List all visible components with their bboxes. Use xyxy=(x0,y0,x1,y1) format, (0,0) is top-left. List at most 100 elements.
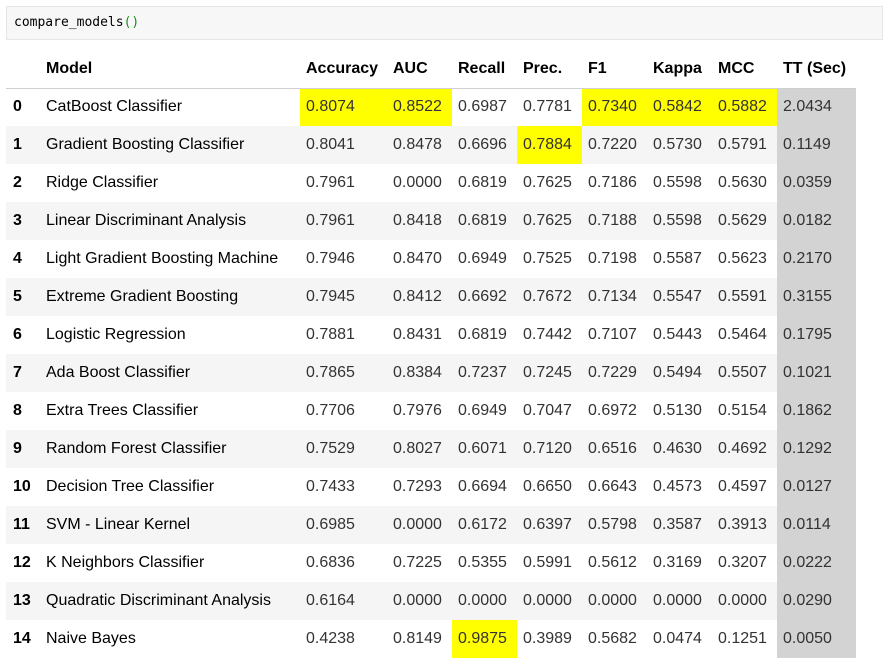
prec-cell: 0.7781 xyxy=(517,88,582,126)
prec-cell: 0.7625 xyxy=(517,164,582,202)
header-kappa: Kappa xyxy=(647,50,712,89)
tt-cell: 0.1795 xyxy=(777,316,856,354)
f1-cell: 0.6643 xyxy=(582,468,647,506)
model-name-cell: K Neighbors Classifier xyxy=(44,544,300,582)
row-index: 14 xyxy=(6,620,44,658)
accuracy-cell: 0.8041 xyxy=(300,126,387,164)
kappa-cell: 0.4630 xyxy=(647,430,712,468)
table-row: 11 SVM - Linear Kernel 0.6985 0.0000 0.6172 0… xyxy=(6,506,856,544)
row-index: 3 xyxy=(6,202,44,240)
mcc-cell: 0.5630 xyxy=(712,164,777,202)
table-row: 1 Gradient Boosting Classifier 0.8041 0.847… xyxy=(6,126,856,164)
tt-cell: 0.0182 xyxy=(777,202,856,240)
recall-cell: 0.6071 xyxy=(452,430,517,468)
auc-cell: 0.8522 xyxy=(387,88,452,126)
table-row: 6 Logistic Regression 0.7881 0.8431 0.6819 0.… xyxy=(6,316,856,354)
header-prec: Prec. xyxy=(517,50,582,89)
model-name-cell: Ada Boost Classifier xyxy=(44,354,300,392)
prec-cell: 0.6397 xyxy=(517,506,582,544)
recall-cell: 0.6819 xyxy=(452,202,517,240)
kappa-cell: 0.5494 xyxy=(647,354,712,392)
auc-cell: 0.7293 xyxy=(387,468,452,506)
auc-cell: 0.8478 xyxy=(387,126,452,164)
prec-cell: 0.5991 xyxy=(517,544,582,582)
model-name-cell: Linear Discriminant Analysis xyxy=(44,202,300,240)
model-name-cell: Gradient Boosting Classifier xyxy=(44,126,300,164)
accuracy-cell: 0.7945 xyxy=(300,278,387,316)
header-recall: Recall xyxy=(452,50,517,89)
kappa-cell: 0.5730 xyxy=(647,126,712,164)
accuracy-cell: 0.6836 xyxy=(300,544,387,582)
model-name-cell: Naive Bayes xyxy=(44,620,300,658)
code-open-paren: ( xyxy=(123,15,132,30)
header-index xyxy=(6,50,44,89)
mcc-cell: 0.5882 xyxy=(712,88,777,126)
accuracy-cell: 0.7865 xyxy=(300,354,387,392)
model-name-cell: Random Forest Classifier xyxy=(44,430,300,468)
table-row: 4 Light Gradient Boosting Machine 0.7946 0.… xyxy=(6,240,856,278)
f1-cell: 0.7340 xyxy=(582,88,647,126)
table-row: 12 K Neighbors Classifier 0.6836 0.7225 0.53… xyxy=(6,544,856,582)
mcc-cell: 0.5154 xyxy=(712,392,777,430)
mcc-cell: 0.4692 xyxy=(712,430,777,468)
prec-cell: 0.7672 xyxy=(517,278,582,316)
f1-cell: 0.6516 xyxy=(582,430,647,468)
accuracy-cell: 0.6985 xyxy=(300,506,387,544)
f1-cell: 0.5798 xyxy=(582,506,647,544)
auc-cell: 0.8431 xyxy=(387,316,452,354)
tt-cell: 0.1149 xyxy=(777,126,856,164)
f1-cell: 0.7107 xyxy=(582,316,647,354)
f1-cell: 0.6972 xyxy=(582,392,647,430)
auc-cell: 0.8027 xyxy=(387,430,452,468)
mcc-cell: 0.5623 xyxy=(712,240,777,278)
accuracy-cell: 0.7529 xyxy=(300,430,387,468)
tt-cell: 0.0050 xyxy=(777,620,856,658)
table-row: 0 CatBoost Classifier 0.8074 0.8522 0.6987 0.… xyxy=(6,88,856,126)
table-row: 5 Extreme Gradient Boosting 0.7945 0.8412 0.… xyxy=(6,278,856,316)
prec-cell: 0.7245 xyxy=(517,354,582,392)
tt-cell: 0.0290 xyxy=(777,582,856,620)
model-name-cell: Decision Tree Classifier xyxy=(44,468,300,506)
recall-cell: 0.6819 xyxy=(452,164,517,202)
auc-cell: 0.8384 xyxy=(387,354,452,392)
mcc-cell: 0.5591 xyxy=(712,278,777,316)
accuracy-cell: 0.8074 xyxy=(300,88,387,126)
accuracy-cell: 0.4238 xyxy=(300,620,387,658)
row-index: 7 xyxy=(6,354,44,392)
row-index: 9 xyxy=(6,430,44,468)
table-row: 13 Quadratic Discriminant Analysis 0.6164 0… xyxy=(6,582,856,620)
row-index: 2 xyxy=(6,164,44,202)
auc-cell: 0.7976 xyxy=(387,392,452,430)
recall-cell: 0.6692 xyxy=(452,278,517,316)
recall-cell: 0.6949 xyxy=(452,240,517,278)
row-index: 1 xyxy=(6,126,44,164)
mcc-cell: 0.0000 xyxy=(712,582,777,620)
recall-cell: 0.7237 xyxy=(452,354,517,392)
prec-cell: 0.7884 xyxy=(517,126,582,164)
tt-cell: 0.3155 xyxy=(777,278,856,316)
table-header-row: Model Accuracy AUC Recall Prec. F1 Kappa… xyxy=(6,50,856,89)
code-cell-input[interactable]: compare_models() xyxy=(6,6,883,40)
auc-cell: 0.0000 xyxy=(387,506,452,544)
code-close-paren: ) xyxy=(131,15,140,30)
accuracy-cell: 0.7881 xyxy=(300,316,387,354)
row-index: 6 xyxy=(6,316,44,354)
auc-cell: 0.8412 xyxy=(387,278,452,316)
kappa-cell: 0.3587 xyxy=(647,506,712,544)
accuracy-cell: 0.7946 xyxy=(300,240,387,278)
prec-cell: 0.0000 xyxy=(517,582,582,620)
model-name-cell: Extreme Gradient Boosting xyxy=(44,278,300,316)
table-row: 3 Linear Discriminant Analysis 0.7961 0.841… xyxy=(6,202,856,240)
mcc-cell: 0.5507 xyxy=(712,354,777,392)
mcc-cell: 0.5629 xyxy=(712,202,777,240)
model-name-cell: Light Gradient Boosting Machine xyxy=(44,240,300,278)
tt-cell: 0.1021 xyxy=(777,354,856,392)
auc-cell: 0.8418 xyxy=(387,202,452,240)
recall-cell: 0.5355 xyxy=(452,544,517,582)
kappa-cell: 0.5842 xyxy=(647,88,712,126)
kappa-cell: 0.5130 xyxy=(647,392,712,430)
mcc-cell: 0.3207 xyxy=(712,544,777,582)
kappa-cell: 0.0000 xyxy=(647,582,712,620)
tt-cell: 0.1292 xyxy=(777,430,856,468)
f1-cell: 0.5612 xyxy=(582,544,647,582)
